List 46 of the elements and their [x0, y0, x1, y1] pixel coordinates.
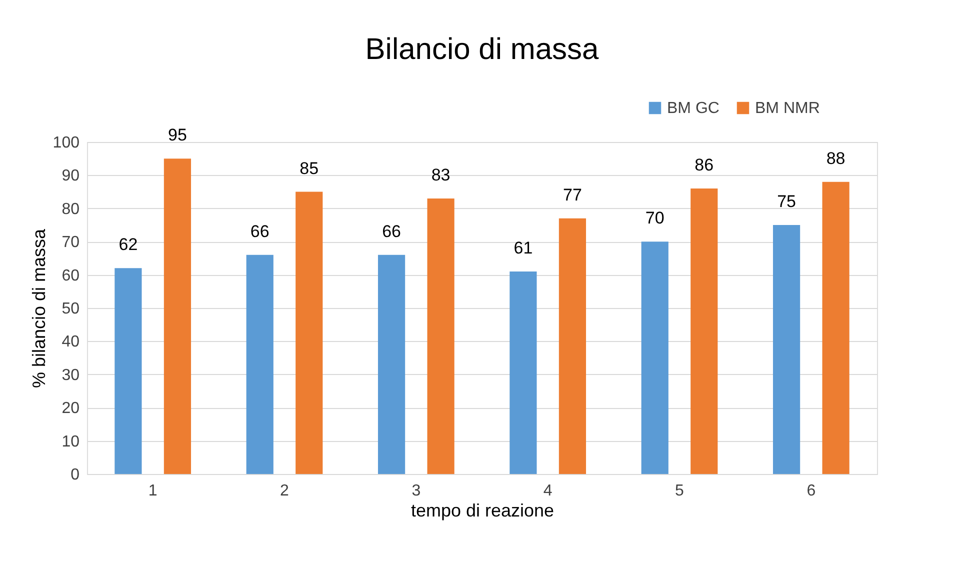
data-label: 75 [777, 192, 796, 211]
data-label: 77 [563, 185, 582, 204]
x-tick-label: 1 [148, 482, 158, 500]
x-tick-label: 2 [280, 482, 290, 500]
y-tick-label: 60 [62, 267, 80, 284]
y-tick-label: 70 [62, 234, 80, 252]
x-tick-label: 5 [675, 482, 684, 500]
y-tick-label: 0 [70, 466, 80, 484]
data-label: 66 [250, 222, 270, 241]
data-label: 83 [431, 165, 450, 184]
y-tick-label: 90 [62, 168, 80, 185]
data-label: 85 [300, 158, 319, 178]
y-tick-label: 20 [62, 400, 80, 418]
bar [114, 268, 142, 474]
data-label: 61 [514, 238, 533, 258]
bar [822, 182, 850, 474]
bar [772, 225, 800, 474]
bar [558, 218, 586, 474]
x-tick-label: 3 [412, 482, 421, 500]
y-axis-title: % bilancio di massa [28, 228, 49, 388]
x-tick-label: 6 [806, 482, 816, 500]
data-label: 66 [382, 222, 401, 241]
bar [427, 198, 454, 474]
bar [641, 242, 668, 474]
y-tick-label: 10 [62, 433, 80, 450]
data-label: 62 [118, 235, 138, 254]
legend-label: BM GC [667, 100, 720, 117]
y-tick-label: 30 [62, 366, 80, 384]
data-label: 86 [694, 155, 714, 174]
y-tick-label: 100 [52, 134, 80, 152]
chart-title: Bilancio di massa [365, 33, 600, 66]
x-axis-title: tempo di reazione [410, 500, 554, 520]
data-label: 70 [645, 208, 664, 228]
y-tick-label: 50 [62, 300, 80, 318]
bar [378, 254, 406, 474]
x-tick-label: 4 [543, 482, 552, 500]
bar [690, 188, 718, 474]
legend-label: BM NMR [755, 100, 820, 117]
bar [246, 254, 274, 474]
y-tick-label: 40 [62, 334, 80, 351]
bar [510, 271, 537, 474]
bar [296, 192, 323, 474]
y-tick-label: 80 [62, 200, 80, 218]
bar [164, 158, 192, 474]
data-label: 88 [826, 148, 846, 168]
data-label: 95 [168, 126, 187, 145]
